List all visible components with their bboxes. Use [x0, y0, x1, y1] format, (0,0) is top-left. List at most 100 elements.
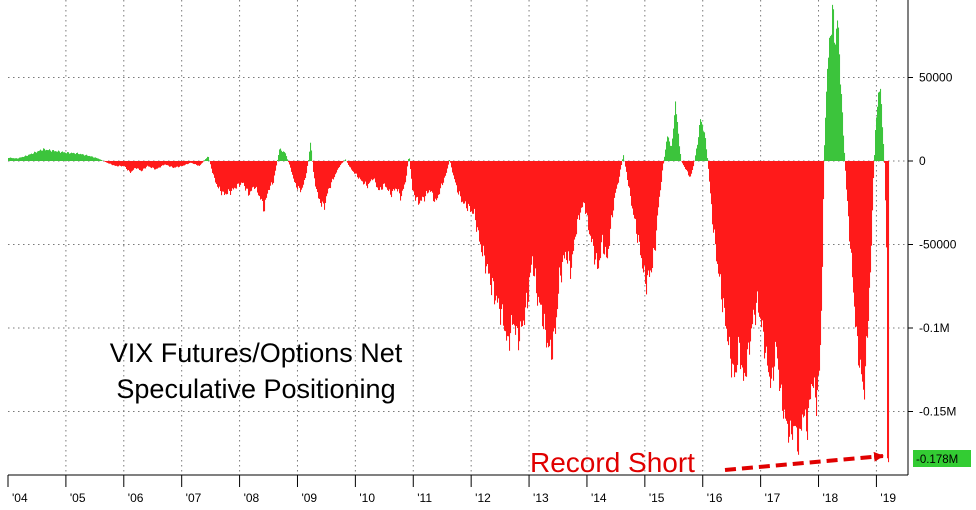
- area-bar: [24, 156, 26, 161]
- area-bar: [727, 161, 729, 342]
- area-bar: [161, 161, 163, 167]
- area-bar: [607, 161, 609, 259]
- area-bar: [879, 91, 881, 161]
- area-bar: [824, 145, 826, 161]
- area-bar: [812, 161, 814, 387]
- area-bar: [630, 161, 632, 196]
- area-bar: [248, 161, 250, 196]
- area-bar: [75, 154, 77, 161]
- area-bar: [242, 161, 244, 183]
- area-bar: [469, 161, 471, 207]
- area-bar: [644, 161, 646, 266]
- area-bar: [373, 161, 375, 180]
- area-bar: [660, 161, 662, 191]
- area-bar: [654, 161, 656, 250]
- area-bar: [33, 153, 35, 161]
- area-bar: [316, 161, 318, 190]
- area-bar: [157, 161, 159, 169]
- area-bar: [286, 156, 288, 161]
- area-bar: [256, 161, 258, 187]
- area-bar: [721, 161, 723, 300]
- area-bar: [547, 161, 549, 343]
- area-bar: [44, 148, 46, 161]
- area-bar: [659, 161, 661, 197]
- area-bar: [401, 161, 403, 197]
- area-bar: [739, 161, 741, 343]
- area-bar: [10, 157, 12, 161]
- area-bar: [395, 161, 397, 189]
- area-bar: [623, 155, 625, 161]
- area-bar: [347, 161, 349, 163]
- area-bar: [775, 161, 777, 342]
- area-bar: [698, 137, 700, 161]
- area-bar: [300, 161, 302, 193]
- area-bar: [237, 161, 239, 184]
- area-bar: [48, 150, 50, 161]
- area-bar: [760, 161, 762, 319]
- area-bar: [389, 161, 391, 190]
- area-bar: [554, 161, 556, 329]
- area-bar: [168, 161, 170, 166]
- area-bar: [112, 161, 114, 166]
- area-bar: [206, 158, 208, 161]
- area-bar: [807, 161, 809, 440]
- area-bar: [218, 161, 220, 189]
- area-bar: [126, 161, 128, 169]
- area-bar: [598, 161, 600, 269]
- area-bar: [245, 161, 247, 191]
- area-bar: [108, 161, 110, 164]
- area-bar: [185, 161, 187, 165]
- area-bar: [472, 161, 474, 214]
- area-bar: [816, 161, 818, 416]
- area-bar: [111, 161, 113, 165]
- area-bar: [348, 161, 350, 165]
- area-bar: [270, 161, 272, 186]
- y-tick-label: -50000: [919, 238, 957, 252]
- area-bar: [90, 156, 92, 161]
- area-bar: [558, 161, 560, 294]
- area-bar: [239, 161, 241, 187]
- area-bar: [779, 161, 781, 392]
- area-bar: [327, 161, 329, 194]
- area-bar: [307, 161, 309, 166]
- area-bar: [702, 124, 704, 161]
- area-bar: [657, 161, 659, 216]
- area-bar: [553, 161, 555, 332]
- area-bar: [880, 88, 882, 161]
- area-bar: [441, 161, 443, 184]
- area-bar: [263, 161, 265, 212]
- area-bar: [287, 159, 289, 161]
- area-bar: [227, 161, 229, 195]
- area-bar: [754, 161, 756, 315]
- area-bar: [463, 161, 465, 204]
- area-bar: [605, 161, 607, 247]
- area-bar: [673, 128, 675, 161]
- area-bar: [265, 161, 267, 200]
- area-bar: [374, 161, 376, 179]
- area-bar: [69, 153, 71, 161]
- area-bar: [456, 161, 458, 186]
- area-bar: [828, 57, 830, 161]
- area-bar: [309, 151, 311, 161]
- area-bar: [682, 161, 684, 164]
- area-bar: [821, 161, 823, 311]
- area-bar: [438, 161, 440, 195]
- y-tick-label: 50000: [919, 71, 953, 85]
- area-bar: [340, 161, 342, 166]
- area-bar: [431, 161, 433, 192]
- area-bar: [241, 161, 243, 183]
- area-bar: [356, 161, 358, 174]
- area-bar: [689, 161, 691, 177]
- area-bar: [18, 158, 20, 161]
- area-bar: [856, 161, 858, 327]
- area-bar: [713, 161, 715, 233]
- area-bar: [589, 161, 591, 235]
- area-bar: [188, 161, 190, 164]
- area-bar: [140, 161, 142, 171]
- area-bar: [19, 157, 21, 161]
- area-bar: [628, 161, 630, 187]
- area-bar: [45, 150, 47, 161]
- area-bar: [38, 151, 40, 161]
- area-bar: [290, 161, 292, 168]
- area-bar: [23, 156, 25, 161]
